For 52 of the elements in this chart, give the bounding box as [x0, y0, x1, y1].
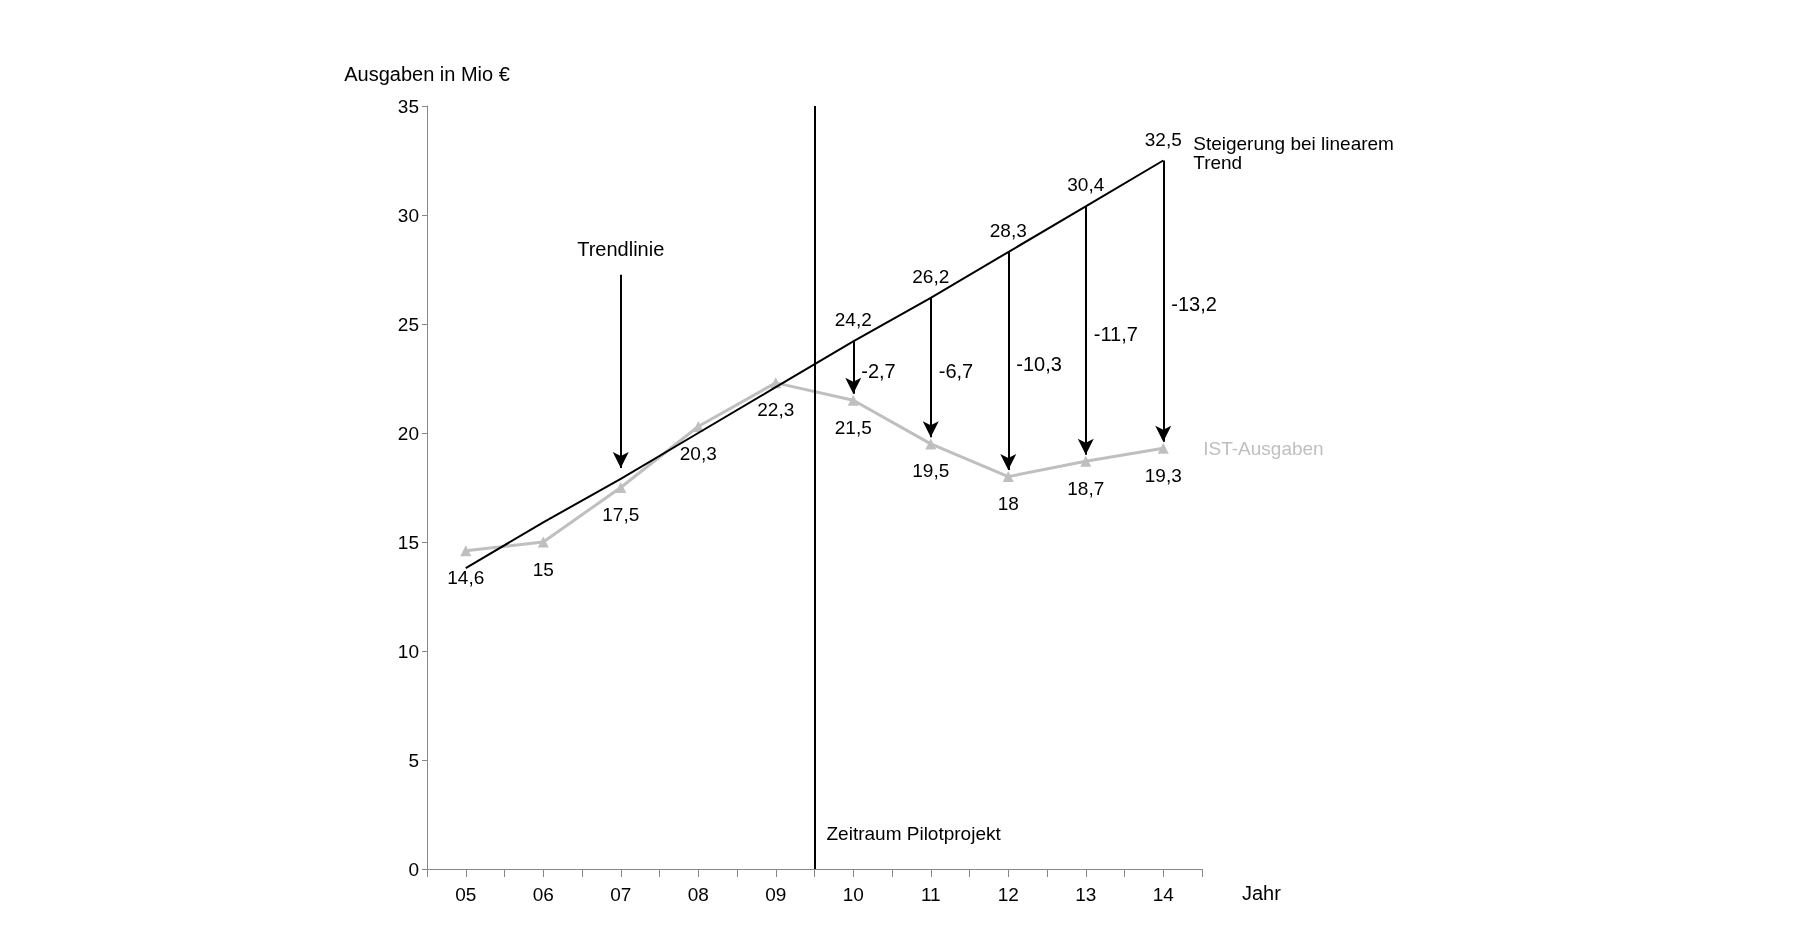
data-label: 19,5 — [912, 460, 950, 482]
y-tick-label: 5 — [408, 749, 419, 771]
x-tick-label: 14 — [1152, 884, 1175, 905]
point — [1080, 455, 1092, 467]
y-tick-label: 20 — [397, 422, 419, 444]
annotation: -10,3 — [1016, 353, 1062, 376]
point — [1157, 442, 1169, 454]
data-label: 21,5 — [834, 416, 872, 438]
y-tick-label: 0 — [408, 858, 419, 880]
data-label: 22,3 — [757, 399, 795, 421]
data-label: 19,3 — [1144, 464, 1182, 486]
data-label: 24,2 — [834, 309, 872, 331]
data-label: 18,7 — [1067, 477, 1105, 499]
x-tick-label: 09 — [765, 884, 787, 905]
annotation: -13,2 — [1171, 293, 1217, 316]
data-label: 18 — [997, 493, 1019, 515]
series-label: IST-Ausgaben — [1203, 437, 1324, 459]
data-label: 28,3 — [989, 220, 1027, 242]
x-tick-label: 06 — [532, 884, 554, 905]
data-label: 15 — [532, 558, 554, 580]
x-tick-label: 11 — [920, 884, 941, 905]
point — [460, 545, 472, 557]
x-tick-label: 08 — [687, 884, 709, 905]
data-label: 14,6 — [447, 567, 485, 589]
data-label: 26,2 — [912, 265, 950, 287]
x-tick-label: 05 — [455, 884, 477, 905]
point — [847, 394, 859, 406]
data-label: 30,4 — [1067, 174, 1105, 196]
point — [1002, 471, 1014, 483]
point — [615, 482, 627, 493]
ref-line-label: Zeitraum Pilotprojekt — [826, 822, 1002, 844]
x-tick-label: 07 — [610, 884, 632, 905]
series-label: Steigerung bei linearem Trend — [1193, 132, 1400, 173]
x-tick-label: 13 — [1075, 884, 1097, 905]
y-tick-label: 15 — [397, 531, 419, 553]
y-axis-title: Ausgaben in Mio € — [344, 63, 510, 85]
y-tick-label: 35 — [397, 95, 419, 117]
data-label: 20,3 — [679, 442, 717, 464]
annotation: Trendlinie — [577, 237, 665, 260]
annotation: -2,7 — [861, 359, 896, 382]
x-axis-title: Jahr — [1242, 882, 1282, 904]
y-tick-label: 10 — [397, 640, 419, 662]
annotation: -6,7 — [938, 359, 974, 382]
y-tick-label: 25 — [397, 313, 419, 335]
x-tick-label: 10 — [842, 884, 864, 905]
data-label: 32,5 — [1144, 128, 1182, 150]
data-label: 17,5 — [602, 504, 640, 525]
annotation: -11,7 — [1093, 322, 1138, 345]
y-tick-label: 30 — [397, 204, 419, 226]
point — [537, 536, 549, 548]
point — [925, 438, 937, 450]
x-tick-label: 12 — [997, 884, 1019, 905]
